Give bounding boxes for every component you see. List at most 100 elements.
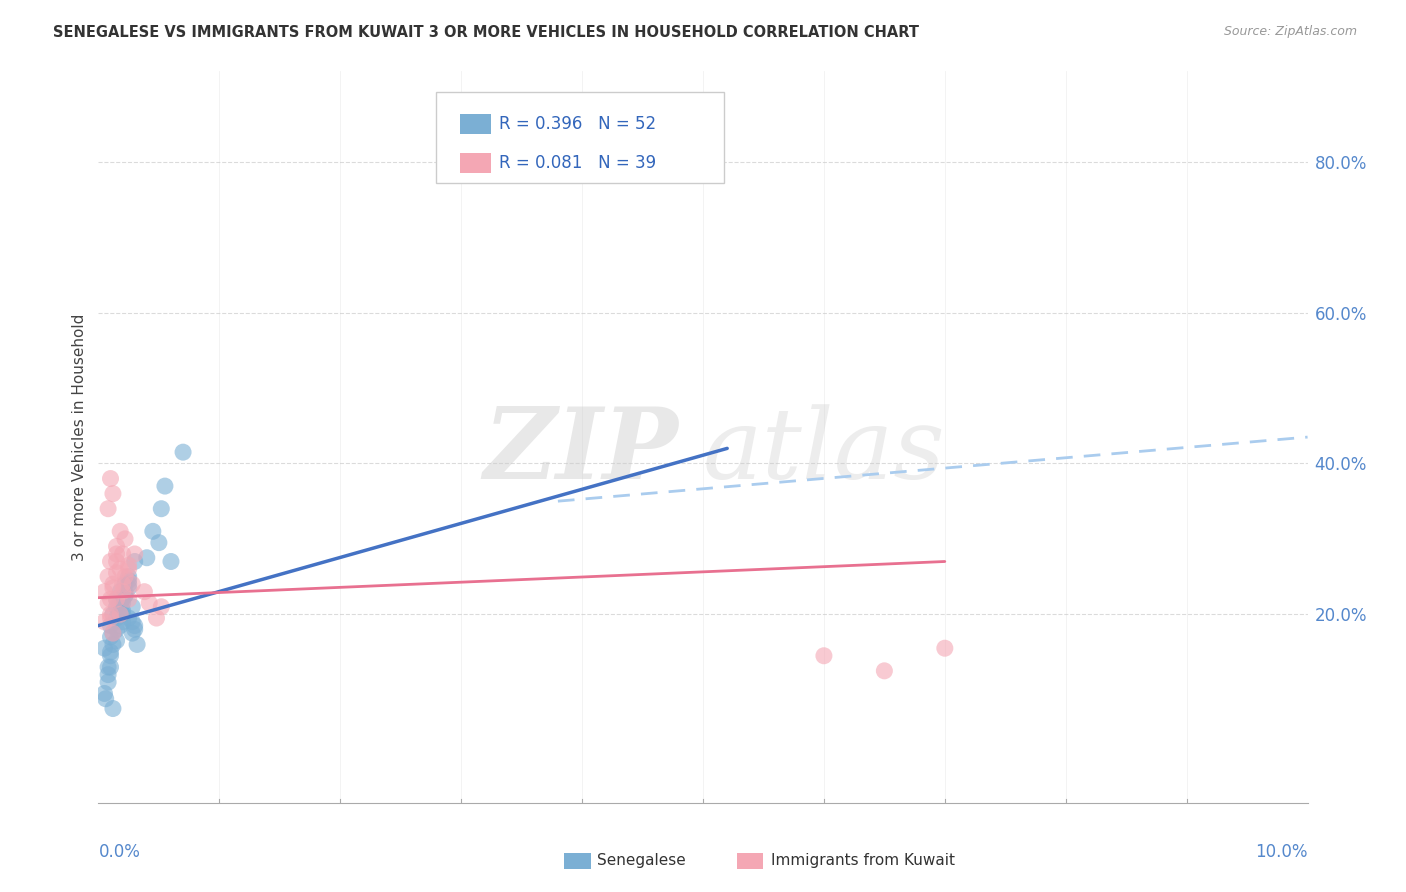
Point — [111, 615, 134, 629]
Point — [108, 607, 131, 622]
Point — [121, 626, 143, 640]
Text: R = 0.396   N = 52: R = 0.396 N = 52 — [499, 115, 657, 133]
Point — [108, 562, 131, 576]
Point — [114, 569, 136, 583]
Point — [97, 596, 120, 610]
Point — [118, 611, 141, 625]
Text: 10.0%: 10.0% — [1256, 843, 1308, 861]
Point — [108, 584, 131, 599]
Point — [108, 607, 131, 622]
Point — [118, 581, 141, 595]
Point — [105, 592, 128, 607]
Text: R = 0.081   N = 39: R = 0.081 N = 39 — [499, 154, 657, 172]
Point — [105, 554, 128, 568]
Point — [145, 611, 167, 625]
Point — [873, 664, 896, 678]
Point — [105, 540, 128, 554]
Point — [101, 607, 124, 622]
Point — [150, 501, 173, 516]
Point — [124, 623, 146, 637]
Point — [100, 630, 122, 644]
Point — [127, 637, 149, 651]
Text: 0.0%: 0.0% — [98, 843, 141, 861]
Point — [100, 618, 122, 632]
Point — [160, 554, 183, 568]
Point — [105, 623, 128, 637]
Point — [105, 566, 128, 580]
Point — [94, 691, 117, 706]
Point — [108, 524, 131, 539]
Point — [934, 641, 956, 656]
Point — [148, 535, 170, 549]
Point — [138, 596, 160, 610]
Point — [111, 603, 134, 617]
Point — [114, 577, 136, 591]
Point — [142, 524, 165, 539]
Point — [134, 584, 156, 599]
Point — [108, 596, 131, 610]
Point — [100, 554, 122, 568]
Point — [121, 577, 143, 591]
Point — [813, 648, 835, 663]
Point — [100, 611, 122, 625]
Point — [124, 554, 146, 568]
Point — [100, 592, 122, 607]
FancyBboxPatch shape — [737, 853, 763, 869]
Point — [111, 592, 134, 607]
Point — [93, 641, 115, 656]
Text: Senegalese: Senegalese — [596, 853, 685, 868]
Point — [114, 589, 136, 603]
Point — [97, 675, 120, 690]
Point — [124, 618, 146, 632]
Point — [93, 615, 115, 629]
Point — [100, 660, 122, 674]
Point — [118, 577, 141, 591]
Point — [118, 569, 141, 583]
Point — [118, 574, 141, 588]
Point — [118, 558, 141, 573]
Point — [111, 577, 134, 591]
Point — [153, 479, 176, 493]
Point — [114, 532, 136, 546]
Y-axis label: 3 or more Vehicles in Household: 3 or more Vehicles in Household — [72, 313, 87, 561]
Point — [121, 599, 143, 614]
Point — [97, 660, 120, 674]
Point — [100, 645, 122, 659]
Point — [105, 547, 128, 561]
Point — [101, 626, 124, 640]
Text: atlas: atlas — [703, 404, 946, 500]
Point — [97, 501, 120, 516]
Point — [172, 445, 194, 459]
Point — [100, 648, 122, 663]
Point — [135, 550, 157, 565]
Point — [101, 637, 124, 651]
Point — [101, 486, 124, 500]
Text: Immigrants from Kuwait: Immigrants from Kuwait — [770, 853, 955, 868]
Point — [93, 686, 115, 700]
Point — [105, 611, 128, 625]
Point — [105, 633, 128, 648]
Point — [93, 584, 115, 599]
FancyBboxPatch shape — [564, 853, 591, 869]
Point — [150, 599, 173, 614]
Point — [114, 584, 136, 599]
Point — [101, 701, 124, 715]
Point — [101, 577, 124, 591]
Point — [97, 569, 120, 583]
Point — [111, 547, 134, 561]
Point — [101, 581, 124, 595]
Text: ZIP: ZIP — [484, 403, 679, 500]
Point — [111, 596, 134, 610]
Point — [100, 607, 122, 622]
Point — [105, 599, 128, 614]
Point — [105, 592, 128, 607]
Point — [111, 584, 134, 599]
Point — [111, 607, 134, 622]
Point — [101, 626, 124, 640]
Point — [118, 592, 141, 607]
Text: SENEGALESE VS IMMIGRANTS FROM KUWAIT 3 OR MORE VEHICLES IN HOUSEHOLD CORRELATION: SENEGALESE VS IMMIGRANTS FROM KUWAIT 3 O… — [53, 25, 920, 40]
Point — [97, 667, 120, 681]
Point — [124, 547, 146, 561]
Point — [121, 615, 143, 629]
Point — [114, 589, 136, 603]
